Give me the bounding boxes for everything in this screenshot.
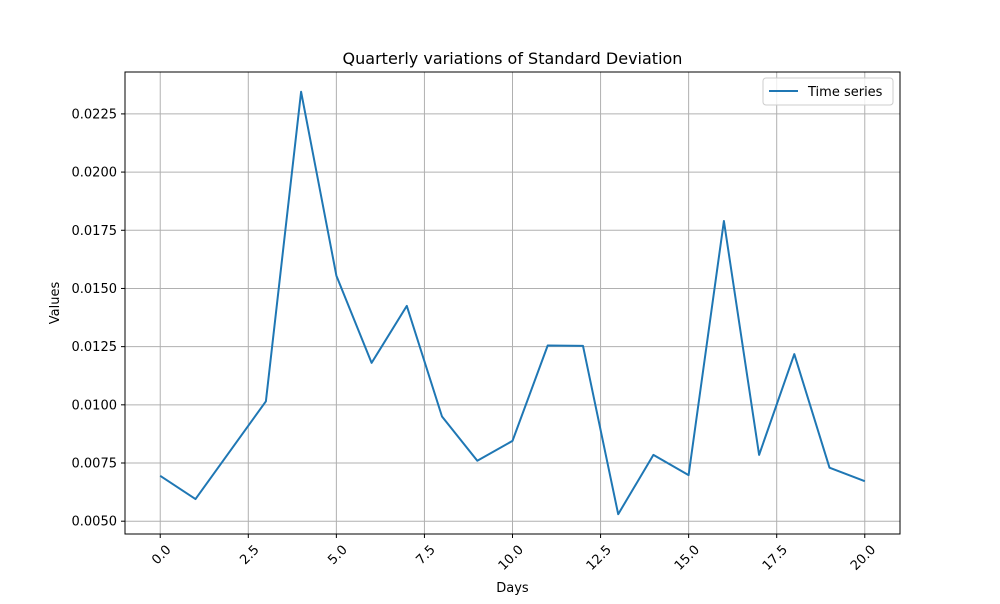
y-tick-label: 0.0200 — [72, 166, 118, 181]
y-axis: 0.0050 0.0075 0.0100 0.0125 0.0150 0.0175 0.02… — [72, 107, 125, 530]
x-axis-title: Days — [496, 581, 529, 596]
y-tick-label: 0.0150 — [72, 282, 118, 297]
legend-label-time-series: Time series — [807, 85, 883, 100]
chart-title: Quarterly variations of Standard Deviati… — [343, 49, 683, 68]
y-tick-label: 0.0075 — [72, 457, 118, 472]
y-tick-label: 0.0225 — [72, 107, 118, 122]
series-line-time-series — [159, 90, 866, 516]
y-tick-label: 0.0100 — [72, 398, 118, 413]
y-tick-label: 0.0175 — [72, 224, 118, 239]
y-tick-label: 0.0050 — [72, 515, 118, 530]
legend: Time series — [762, 77, 894, 106]
y-axis-title: Values — [48, 282, 63, 325]
series-layer — [159, 90, 866, 516]
y-tick-label: 0.0125 — [72, 340, 118, 355]
legend-box — [762, 77, 894, 106]
grid-lines — [125, 72, 900, 534]
